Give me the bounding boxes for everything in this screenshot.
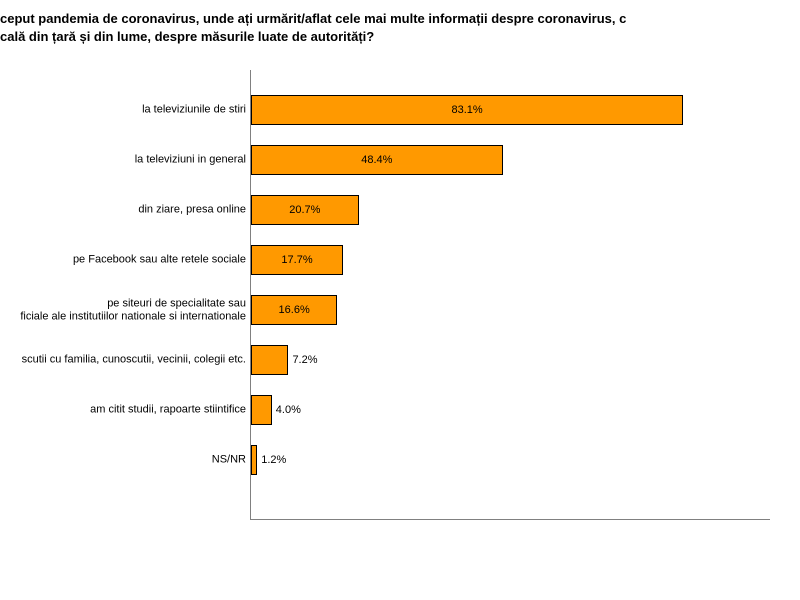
chart-row: din ziare, presa online20.7% [251, 185, 770, 235]
chart-container: ceput pandemia de coronavirus, unde ați … [0, 0, 800, 600]
bar-value: 17.7% [251, 245, 343, 275]
chart-row: la televiziuni in general48.4% [251, 135, 770, 185]
chart-row: pe Facebook sau alte retele sociale17.7% [251, 235, 770, 285]
bar-value: 16.6% [251, 295, 337, 325]
bar-label: am citit studii, rapoarte stiintifice [0, 404, 246, 417]
bar-label: la televiziuni in general [0, 154, 246, 167]
chart-plot-area: la televiziunile de stiri83.1%la televiz… [250, 70, 770, 520]
chart-row: NS/NR1.2% [251, 435, 770, 485]
chart-row: pe siteuri de specialitate sau ficiale a… [251, 285, 770, 335]
bar [251, 345, 288, 375]
chart-row: am citit studii, rapoarte stiintifice4.0… [251, 385, 770, 435]
chart-row: la televiziunile de stiri83.1% [251, 85, 770, 135]
bar-label: scutii cu familia, cunoscutii, vecinii, … [0, 354, 246, 367]
bar-value: 20.7% [251, 195, 359, 225]
bar-value: 48.4% [251, 145, 503, 175]
bar-value: 7.2% [292, 345, 317, 375]
bar-value: 4.0% [276, 395, 301, 425]
chart-title: ceput pandemia de coronavirus, unde ați … [0, 10, 800, 45]
bar-label: pe siteuri de specialitate sau ficiale a… [0, 297, 246, 322]
bar [251, 445, 257, 475]
bar-label: la televiziunile de stiri [0, 104, 246, 117]
bar-value: 83.1% [251, 95, 683, 125]
bar [251, 395, 272, 425]
bar-value: 1.2% [261, 445, 286, 475]
bar-label: pe Facebook sau alte retele sociale [0, 254, 246, 267]
bar-label: NS/NR [0, 454, 246, 467]
bar-label: din ziare, presa online [0, 204, 246, 217]
chart-row: scutii cu familia, cunoscutii, vecinii, … [251, 335, 770, 385]
